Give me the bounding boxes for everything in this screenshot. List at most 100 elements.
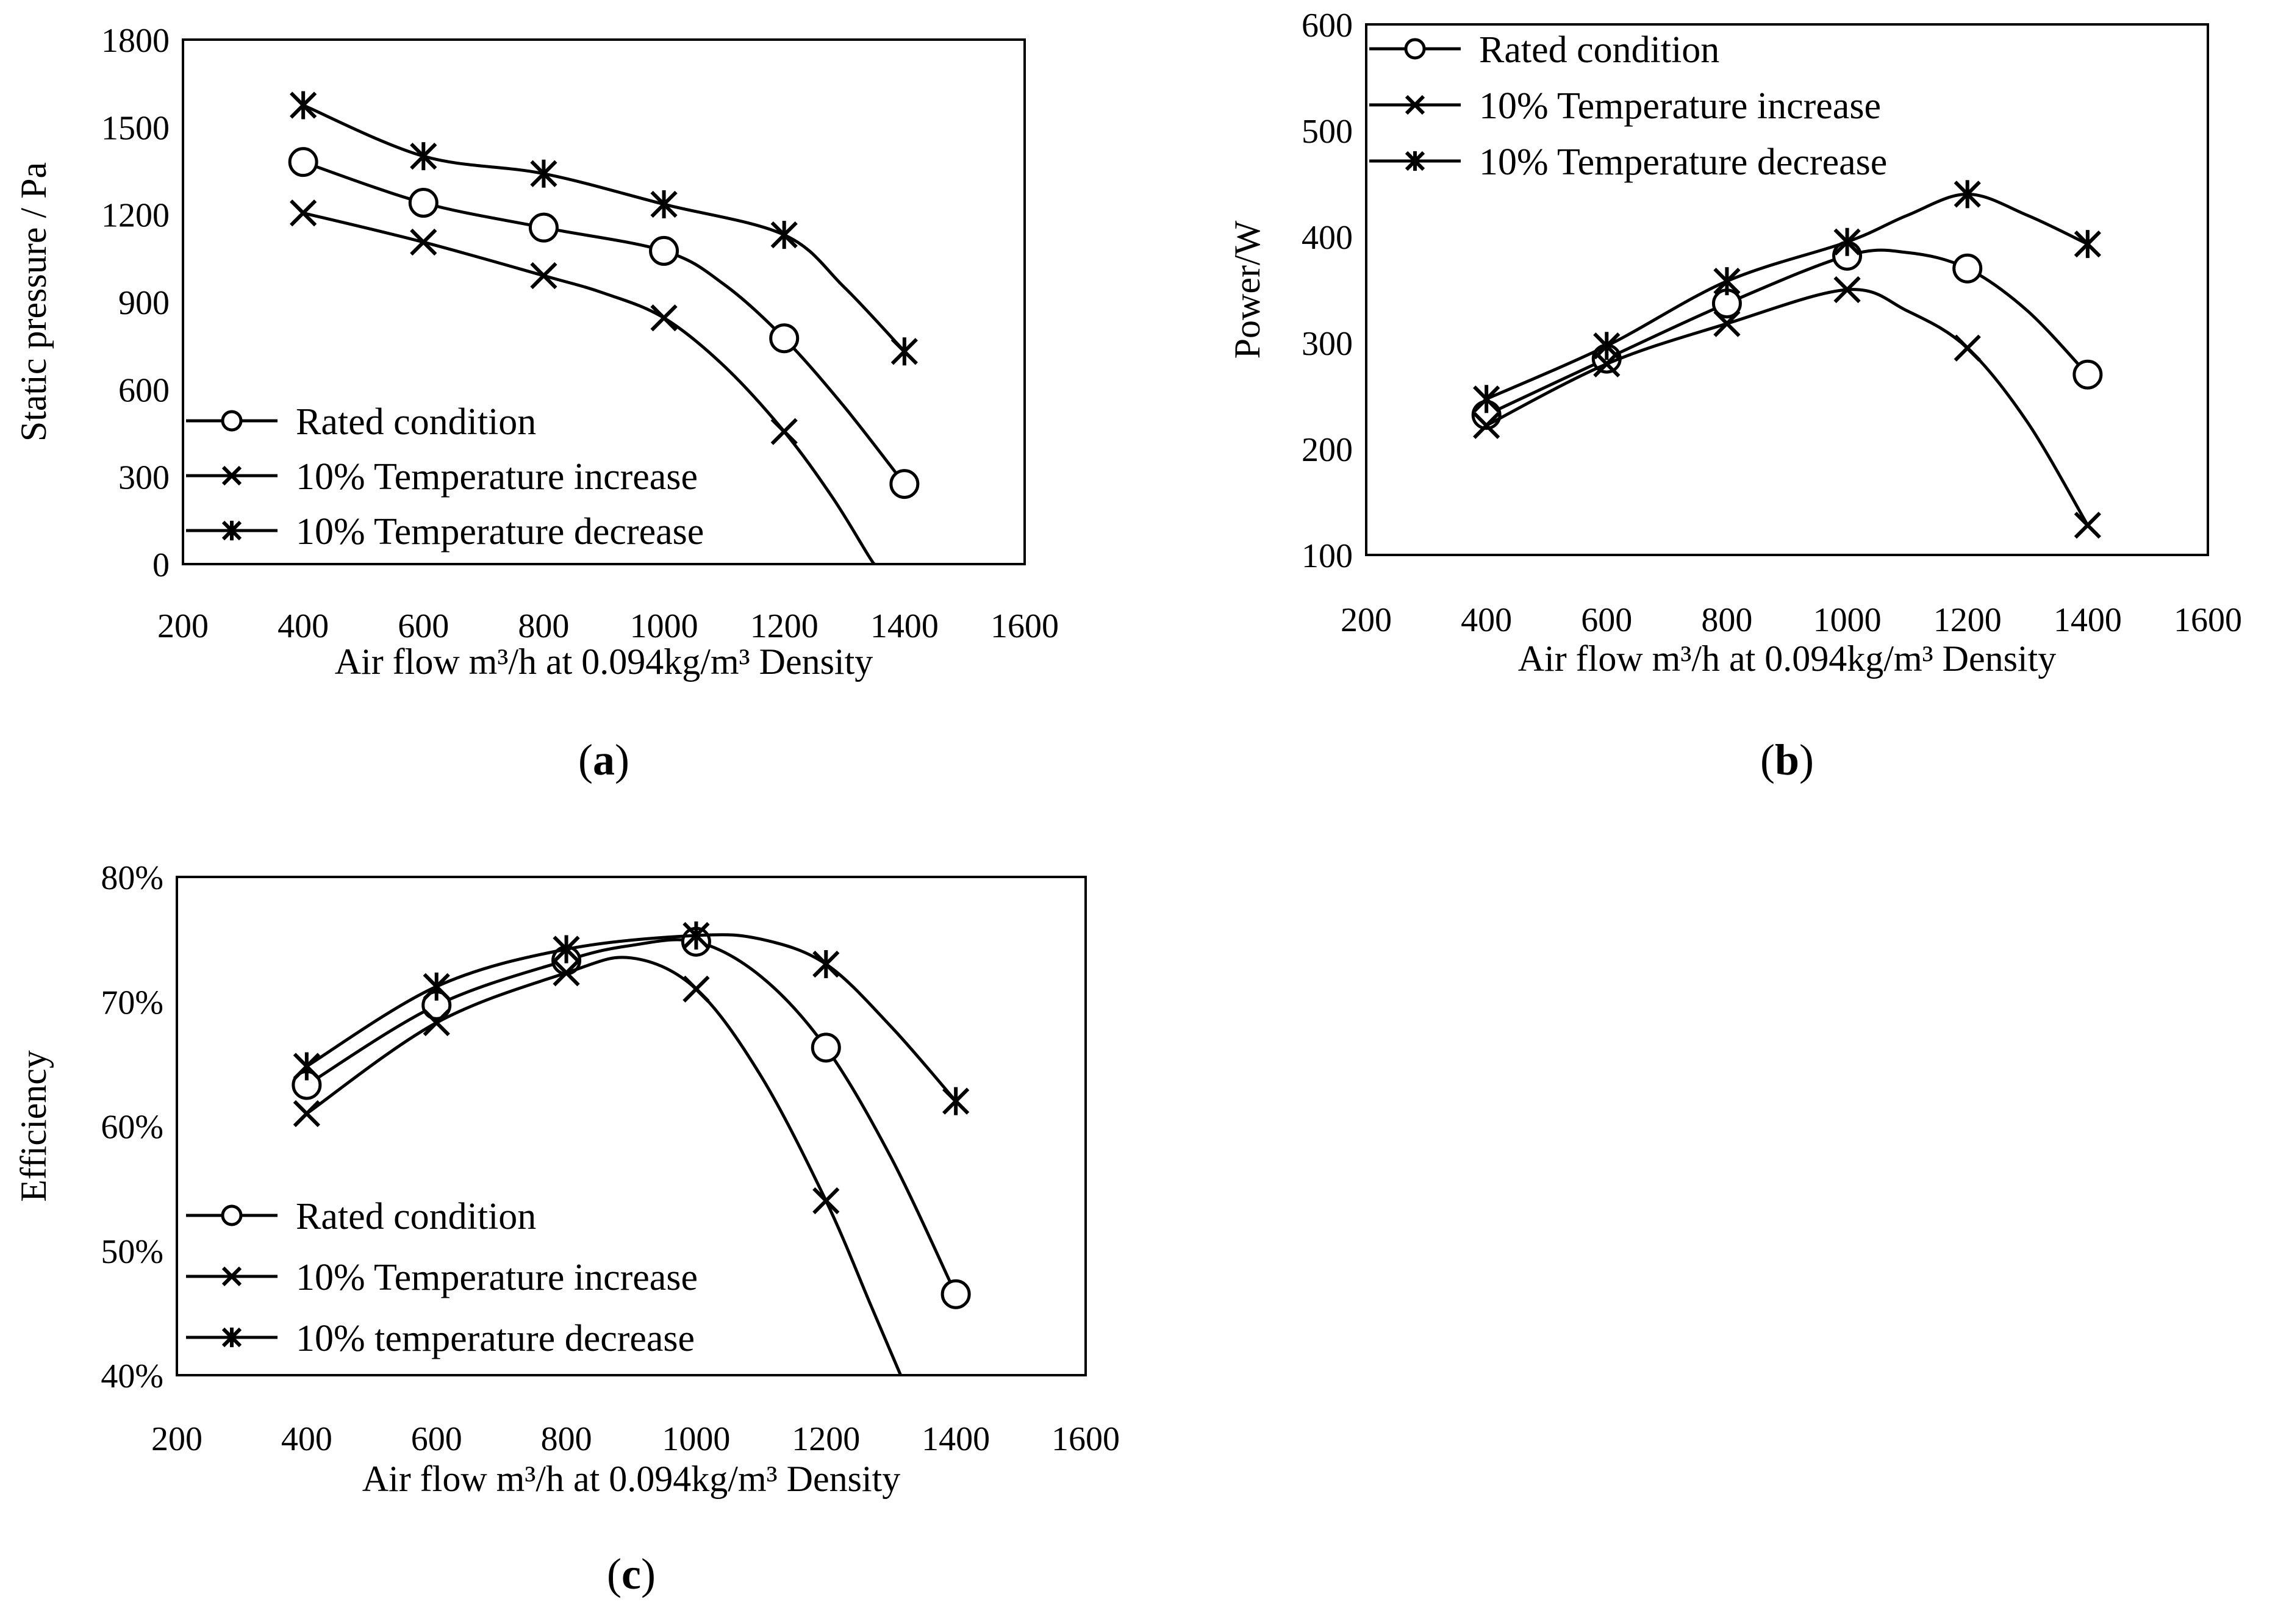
x-tick-label: 1000 <box>662 1420 730 1458</box>
data-point-marker <box>1713 267 1741 296</box>
data-point-marker <box>423 972 450 1001</box>
chart-panel-a: 200 400 600 800 1000 1200 1400 1600 0 300 600 900 12… <box>13 22 1059 784</box>
y-axis-title: Static pressure / Pa <box>13 162 54 442</box>
x-tick-label: 1600 <box>990 607 1059 645</box>
x-tick-label: 400 <box>278 607 329 645</box>
legend-marker <box>1405 151 1425 171</box>
data-point-marker <box>530 159 557 188</box>
data-point-marker <box>770 221 798 249</box>
plot-area-frame <box>182 38 1026 565</box>
y-tick-label: 600 <box>1302 7 1353 45</box>
data-point-marker <box>650 304 678 332</box>
data-point-marker <box>423 1009 450 1037</box>
x-tick-label: 200 <box>1341 601 1392 639</box>
x-tick-label: 600 <box>398 607 449 645</box>
data-point-marker <box>769 323 800 354</box>
y-tick-label: 900 <box>118 284 170 322</box>
x-tick-label: 800 <box>541 1420 592 1458</box>
legend: Rated condition 10% Temperature increase 1… <box>186 401 704 553</box>
data-point-marker <box>1833 227 1861 256</box>
legend-marker <box>221 1327 242 1348</box>
x-tick-label: 600 <box>1581 601 1632 639</box>
data-point-marker <box>1713 310 1741 337</box>
x-axis-title: Air flow m³/h at 0.094kg/m³ Density <box>1518 639 2057 679</box>
data-point-marker <box>1833 276 1861 304</box>
data-point-marker <box>1473 412 1500 439</box>
data-point-marker <box>1593 332 1621 360</box>
data-point-marker <box>890 337 918 366</box>
data-point-marker <box>1952 253 1983 284</box>
data-point-marker <box>2074 512 2101 539</box>
y-tick-label: 40% <box>101 1358 163 1395</box>
legend-marker <box>221 1266 242 1287</box>
y-tick-label: 1200 <box>101 197 170 235</box>
data-point-marker <box>1954 334 1981 362</box>
legend-label: 10% Temperature decrease <box>1479 141 1887 183</box>
legend-label: 10% Temperature increase <box>1479 85 1881 127</box>
plot-area-frame <box>1365 23 2209 556</box>
legend-item: Rated condition <box>186 401 536 443</box>
x-tick-label: 600 <box>411 1420 462 1458</box>
data-point-marker <box>553 959 580 987</box>
data-point-marker <box>682 975 710 1003</box>
data-point-marker <box>410 142 437 171</box>
x-tick-label: 1200 <box>1933 601 2002 639</box>
legend: Rated condition 10% Temperature increase 1… <box>1369 29 1887 183</box>
legend-item: 10% temperature decrease <box>186 1318 695 1359</box>
data-point-marker <box>2074 230 2101 259</box>
data-point-marker <box>288 147 318 177</box>
x-tick-label: 1400 <box>870 607 939 645</box>
x-tick-label: 1200 <box>750 607 819 645</box>
data-point-marker <box>290 199 317 227</box>
data-point-marker <box>530 262 557 290</box>
plot-area-frame <box>176 876 1087 1376</box>
x-tick-label: 1000 <box>630 607 698 645</box>
x-tick-label: 1600 <box>2174 601 2242 639</box>
x-tick-label: 200 <box>151 1420 202 1458</box>
series-star <box>1473 180 2101 413</box>
y-tick-label: 1800 <box>101 22 170 60</box>
legend-marker <box>1404 38 1426 60</box>
x-tick-label: 400 <box>1461 601 1512 639</box>
x-tick-label: 1400 <box>922 1420 990 1458</box>
data-point-marker <box>1473 385 1500 413</box>
data-point-marker <box>293 1052 320 1081</box>
legend-item: 10% Temperature increase <box>186 456 698 498</box>
data-point-marker <box>942 1087 970 1115</box>
y-axis-title: Efficiency <box>13 1050 54 1202</box>
x-tick-label: 1000 <box>1813 601 1882 639</box>
x-tick-label: 1200 <box>792 1420 860 1458</box>
data-point-marker <box>408 188 439 218</box>
series-line <box>303 211 876 564</box>
data-point-marker <box>528 212 559 243</box>
data-point-marker <box>811 1032 841 1063</box>
legend-marker <box>221 520 242 541</box>
panel-label: (b) <box>1760 735 1814 784</box>
x-tick-label: 800 <box>1701 601 1752 639</box>
legend-label: Rated condition <box>296 1196 536 1237</box>
y-tick-label: 70% <box>101 984 163 1021</box>
y-tick-label: 0 <box>152 546 170 584</box>
data-point-marker <box>2072 359 2103 390</box>
data-point-marker <box>1954 180 1981 209</box>
data-point-marker <box>290 91 317 120</box>
x-tick-label: 200 <box>157 607 209 645</box>
data-point-marker <box>812 1187 840 1215</box>
panel-label: (c) <box>607 1550 656 1598</box>
data-point-marker <box>682 921 710 950</box>
y-tick-label: 500 <box>1302 113 1353 151</box>
series-star <box>293 921 970 1115</box>
series-star <box>290 91 918 366</box>
data-point-marker <box>649 235 679 266</box>
legend-item: 10% Temperature increase <box>1369 85 1881 127</box>
y-tick-label: 400 <box>1302 219 1353 257</box>
x-tick-label: 1400 <box>2054 601 2122 639</box>
chart-panel-c: 200 400 600 800 1000 1200 1400 1600 40% 50% 60% 70%… <box>13 859 1120 1598</box>
legend-label: Rated condition <box>296 401 536 443</box>
y-axis-title: Power/W <box>1227 220 1267 359</box>
data-point-marker <box>812 950 840 978</box>
y-tick-label: 200 <box>1302 431 1353 469</box>
x-axis-title: Air flow m³/h at 0.094kg/m³ Density <box>335 642 873 682</box>
chart-panel-b: 200 400 600 800 1000 1200 1400 1600 100 200 300 400… <box>1227 7 2242 784</box>
series-x <box>293 956 902 1375</box>
